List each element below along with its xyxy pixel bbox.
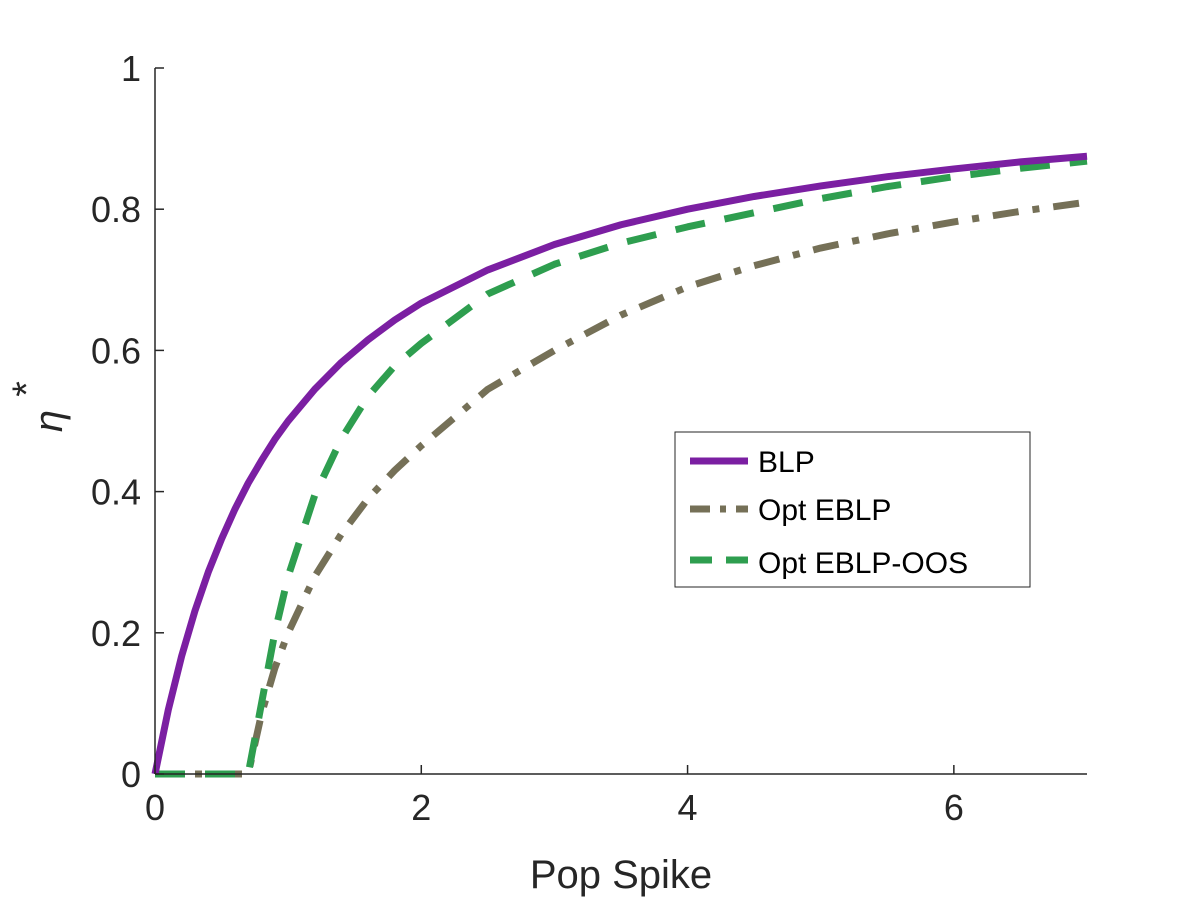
y-tick-label: 1 bbox=[121, 48, 141, 89]
series-layer bbox=[151, 152, 1088, 778]
y-axis-title-superscript: * bbox=[5, 381, 49, 397]
y-tick-label: 0.8 bbox=[91, 189, 141, 230]
series-line-opt-eblp-oos bbox=[155, 157, 1088, 778]
ticks-layer: 0 2 4 6 0 0.2 0.4 0.6 0.8 1 bbox=[91, 48, 964, 828]
legend: BLP Opt EBLP Opt EBLP-OOS bbox=[674, 431, 1031, 588]
y-tick-label: 0.4 bbox=[91, 472, 141, 513]
x-axis-title: Pop Spike bbox=[530, 853, 712, 897]
y-axis-title-group: η * bbox=[5, 381, 71, 432]
series-line-blp bbox=[151, 152, 1088, 775]
x-tick-label: 6 bbox=[944, 787, 964, 828]
x-tick-label: 2 bbox=[411, 787, 431, 828]
y-tick-label: 0.6 bbox=[91, 330, 141, 371]
x-tick-label: 4 bbox=[678, 787, 698, 828]
series-line-opt-eblp bbox=[155, 198, 1088, 778]
y-tick-label: 0 bbox=[121, 754, 141, 795]
legend-label-opt-eblp: Opt EBLP bbox=[758, 494, 891, 527]
x-tick-label: 0 bbox=[145, 787, 165, 828]
legend-label-opt-eblp-oos: Opt EBLP-OOS bbox=[758, 547, 968, 580]
legend-label-blp: BLP bbox=[758, 446, 815, 479]
y-axis-title: η bbox=[27, 410, 71, 432]
y-tick-label: 0.2 bbox=[91, 613, 141, 654]
